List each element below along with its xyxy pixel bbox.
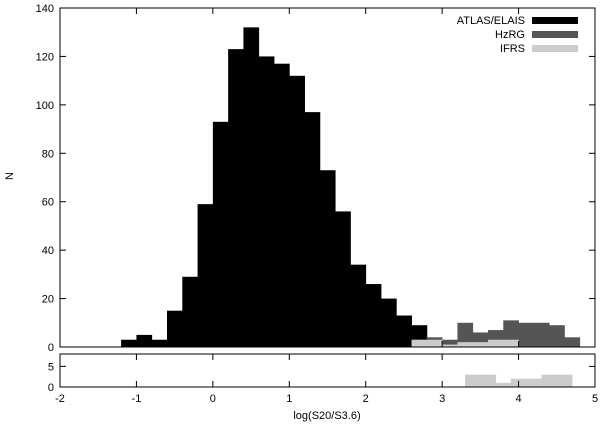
lower-y-tick-label: 0	[48, 382, 54, 394]
x-tick-label: 0	[210, 393, 216, 405]
bar-atlas-elais	[304, 112, 321, 348]
bar-atlas-elais	[212, 121, 229, 347]
bar-ifrs	[411, 339, 428, 347]
bar-atlas-elais	[121, 339, 137, 347]
bar-atlas-elais	[258, 56, 275, 348]
x-tick-label: 1	[286, 393, 292, 405]
bar-atlas-elais	[136, 334, 153, 347]
x-tick-label: 4	[516, 393, 522, 405]
x-axis-label: log(S20/S3.6)	[293, 410, 360, 422]
legend-swatch	[532, 17, 578, 24]
bar-atlas-elais	[197, 204, 214, 347]
y-tick-label: 20	[42, 294, 54, 306]
bar-atlas-elais	[350, 264, 367, 347]
legend-swatch	[532, 31, 578, 38]
bar-atlas-elais	[243, 27, 260, 348]
y-tick-label: 100	[36, 100, 54, 112]
bar-hzrg	[518, 322, 535, 347]
bar-atlas-elais	[167, 310, 183, 347]
main-plot-frame	[59, 7, 596, 348]
bar-ifrs	[503, 339, 519, 347]
bar-ifrs	[457, 342, 474, 347]
y-tick-label: 60	[42, 197, 54, 209]
lower-bar-ifrs	[495, 382, 512, 388]
bar-atlas-elais	[396, 315, 412, 347]
bar-atlas-elais	[182, 276, 198, 347]
lower-bar-ifrs	[526, 378, 542, 387]
lower-bar-ifrs	[465, 374, 481, 388]
legend-label: HzRG	[495, 29, 525, 41]
bar-hzrg	[564, 337, 581, 347]
bar-ifrs	[426, 339, 443, 347]
bar-hzrg	[457, 322, 474, 347]
lower-bar-ifrs	[480, 374, 497, 388]
bar-atlas-elais	[228, 49, 244, 347]
bar-hzrg	[442, 339, 458, 347]
x-tick-label: 3	[439, 393, 445, 405]
bar-atlas-elais	[289, 75, 305, 348]
bar-ifrs	[472, 342, 489, 347]
legend: ATLAS/ELAIS HzRG IFRS	[457, 15, 578, 55]
bar-atlas-elais	[335, 211, 351, 347]
bar-atlas-elais	[274, 63, 290, 347]
bar-hzrg	[533, 322, 550, 347]
lower-bar-ifrs	[541, 374, 558, 388]
y-tick-label: 120	[36, 51, 54, 63]
lower-bar-ifrs	[556, 374, 573, 388]
y-tick-label: 140	[36, 3, 54, 15]
x-tick-label: -2	[55, 393, 65, 405]
legend-label: IFRS	[500, 43, 525, 55]
bar-atlas-elais	[381, 298, 397, 347]
y-tick-label: 0	[48, 342, 54, 354]
main-panel-bars	[121, 27, 581, 348]
x-tick-label: 5	[592, 393, 598, 405]
legend-label: ATLAS/ELAIS	[457, 15, 525, 27]
legend-swatch	[532, 45, 578, 52]
bar-atlas-elais	[319, 170, 336, 347]
lower-plot-frame	[59, 353, 596, 388]
lower-y-tick-label: 5	[48, 361, 54, 373]
y-axis-label: N	[4, 172, 16, 180]
x-tick-label: -1	[132, 393, 142, 405]
bar-atlas-elais	[365, 284, 382, 347]
bar-ifrs	[442, 344, 458, 347]
bar-hzrg	[549, 325, 565, 347]
axes: 0 20 40 60 80 100 120 140 0 5 -2 -1 0 1 2 3 4 5	[36, 3, 598, 405]
x-tick-label: 2	[363, 393, 369, 405]
y-tick-label: 80	[42, 148, 54, 160]
bar-atlas-elais	[151, 339, 168, 347]
y-tick-label: 40	[42, 245, 54, 257]
bar-ifrs	[488, 339, 504, 347]
